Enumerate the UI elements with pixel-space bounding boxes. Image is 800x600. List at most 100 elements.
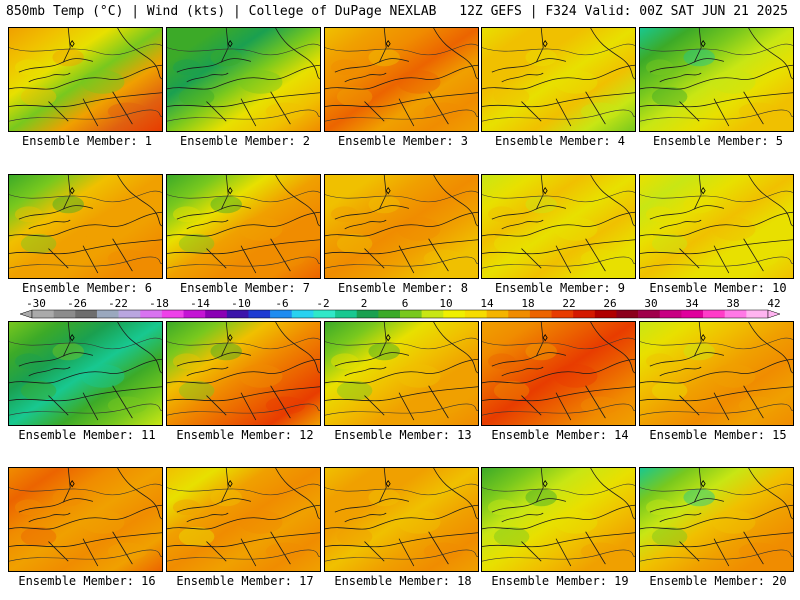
- colorbar-swatch: [226, 310, 249, 318]
- ensemble-panel-2: [166, 27, 321, 132]
- colorbar-swatch: [400, 310, 422, 318]
- colorbar-swatch: [205, 310, 228, 318]
- colorbar-tick-label: -6: [275, 298, 288, 310]
- station-marker: [227, 480, 233, 488]
- ensemble-panel-12: [166, 321, 321, 426]
- station-marker: [385, 334, 391, 342]
- station-marker: [69, 187, 75, 195]
- temperature-map: [9, 468, 162, 571]
- temperature-map: [640, 322, 793, 425]
- ensemble-member-label: Ensemble Member: 18: [334, 574, 472, 588]
- colorbar-swatch: [291, 310, 314, 318]
- colorbar-tick-label: 38: [726, 298, 739, 310]
- station-marker: [542, 334, 548, 342]
- colorbar-tick-label: 26: [603, 298, 616, 310]
- colorbar-min-arrow: [19, 309, 33, 319]
- colorbar-tick-label: 18: [521, 298, 534, 310]
- station-marker: [227, 40, 233, 48]
- station-marker: [700, 334, 706, 342]
- ensemble-member-label: Ensemble Member: 1: [21, 134, 153, 148]
- ensemble-member-label: Ensemble Member: 4: [494, 134, 626, 148]
- ensemble-member-label: Ensemble Member: 11: [18, 428, 156, 442]
- station-marker: [385, 480, 391, 488]
- colorbar-swatch: [443, 310, 466, 318]
- station-marker: [700, 187, 706, 195]
- ensemble-panel-3: [324, 27, 479, 132]
- station-marker: [385, 40, 391, 48]
- temperature-colorbar: -30 -26 -22 -18 -14 -10 -6 -2 2 6 10 14 18 22 26 30 34 38…: [19, 298, 781, 319]
- colorbar-tick-label: 30: [644, 298, 657, 310]
- ensemble-panel-15: [639, 321, 794, 426]
- colorbar-swatch: [659, 310, 682, 318]
- ensemble-member-label: Ensemble Member: 15: [649, 428, 787, 442]
- ensemble-member-label: Ensemble Member: 14: [491, 428, 629, 442]
- colorbar-tick-label: 22: [562, 298, 575, 310]
- colorbar-swatch: [161, 310, 184, 318]
- colorbar-swatch: [270, 310, 293, 318]
- colorbar-swatch: [724, 310, 747, 318]
- colorbar-swatch: [118, 310, 141, 318]
- station-marker: [700, 40, 706, 48]
- colorbar-swatch: [638, 310, 661, 318]
- colorbar-swatch: [313, 310, 336, 318]
- ensemble-panel-10: [639, 174, 794, 279]
- ensemble-member-label: Ensemble Member: 2: [179, 134, 311, 148]
- colorbar-max-arrow: [767, 309, 781, 319]
- ensemble-member-label: Ensemble Member: 6: [21, 281, 153, 295]
- temperature-map: [482, 468, 635, 571]
- ensemble-panel-13: [324, 321, 479, 426]
- colorbar-swatch: [96, 310, 119, 318]
- temperature-map: [482, 175, 635, 278]
- colorbar-tick-label: -30: [26, 298, 46, 310]
- colorbar-tick-label: -22: [108, 298, 128, 310]
- colorbar-swatch: [508, 310, 531, 318]
- colorbar-tick-label: -2: [316, 298, 329, 310]
- colorbar-swatch: [421, 310, 444, 318]
- station-marker: [542, 40, 548, 48]
- colorbar-swatch: [616, 310, 639, 318]
- ensemble-member-label: Ensemble Member: 8: [337, 281, 469, 295]
- station-marker: [69, 334, 75, 342]
- colorbar-swatch: [703, 310, 726, 318]
- colorbar-tick-label: 10: [439, 298, 452, 310]
- temperature-map: [9, 28, 162, 131]
- colorbar-swatch: [529, 310, 552, 318]
- colorbar-swatch: [53, 310, 76, 318]
- colorbar-swatch: [140, 310, 163, 318]
- ensemble-member-label: Ensemble Member: 19: [491, 574, 629, 588]
- colorbar-tick-label: 34: [685, 298, 699, 310]
- temperature-map: [9, 322, 162, 425]
- station-marker: [69, 480, 75, 488]
- ensemble-member-label: Ensemble Member: 16: [18, 574, 156, 588]
- temperature-map: [640, 468, 793, 571]
- colorbar-swatch: [551, 310, 574, 318]
- colorbar-tick-label: 6: [402, 298, 409, 310]
- ensemble-member-label: Ensemble Member: 17: [176, 574, 314, 588]
- station-marker: [69, 40, 75, 48]
- ensemble-panel-9: [481, 174, 636, 279]
- ensemble-panel-19: [481, 467, 636, 572]
- ensemble-panel-8: [324, 174, 479, 279]
- temperature-map: [482, 28, 635, 131]
- colorbar-swatch: [594, 310, 617, 318]
- ensemble-panel-14: [481, 321, 636, 426]
- temperature-map: [167, 322, 320, 425]
- colorbar-swatch: [464, 310, 487, 318]
- ensemble-member-label: Ensemble Member: 7: [179, 281, 311, 295]
- colorbar-swatch: [32, 310, 54, 318]
- temperature-map: [325, 322, 478, 425]
- temperature-map: [325, 28, 478, 131]
- temperature-map: [325, 468, 478, 571]
- ensemble-member-label: Ensemble Member: 9: [494, 281, 626, 295]
- ensemble-panel-16: [8, 467, 163, 572]
- ensemble-panel-6: [8, 174, 163, 279]
- temperature-map: [167, 175, 320, 278]
- colorbar-swatch: [681, 310, 704, 318]
- ensemble-panel-20: [639, 467, 794, 572]
- map-title: 850mb Temp (°C) | Wind (kts) | College o…: [6, 4, 437, 19]
- colorbar-tick-label: -18: [149, 298, 169, 310]
- station-marker: [227, 187, 233, 195]
- temperature-map: [482, 322, 635, 425]
- ensemble-member-label: Ensemble Member: 3: [337, 134, 469, 148]
- ensemble-panel-7: [166, 174, 321, 279]
